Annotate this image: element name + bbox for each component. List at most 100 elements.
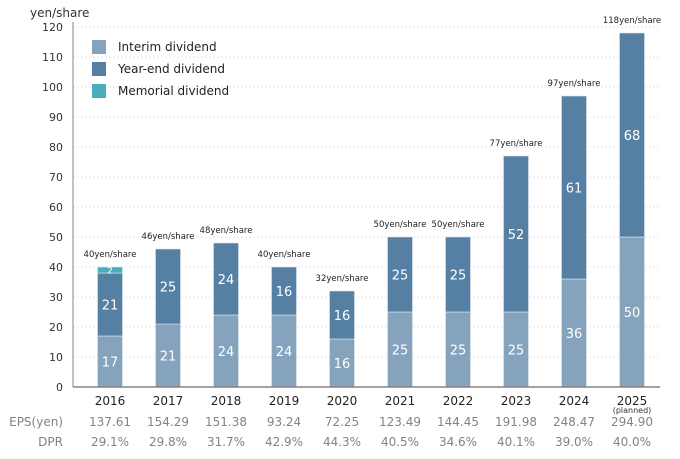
x-tick-label: 2021 [385, 394, 416, 408]
row-value: 144.45 [437, 415, 479, 429]
row-value: 93.24 [267, 415, 301, 429]
x-tick-label: 2020 [327, 394, 358, 408]
bar-total-label: 40yen/share [258, 250, 311, 260]
legend: Interim dividend Year-end dividend Memoria… [92, 40, 229, 98]
row-value: 29.8% [149, 435, 187, 449]
x-tick-label: 2022 [443, 394, 474, 408]
bar-total-label: 97yen/share [548, 79, 601, 89]
row-value: 151.38 [205, 415, 247, 429]
bar-value-label: 25 [392, 343, 409, 358]
x-tick-note: (planned) [613, 406, 652, 415]
y-tick-label: 30 [49, 291, 63, 304]
row-value: 29.1% [91, 435, 129, 449]
bar-total-label: 118yen/share [603, 16, 661, 26]
bar-segment [329, 290, 355, 340]
bar-segment [561, 278, 587, 388]
bar-value-label: 17 [102, 355, 119, 370]
y-tick-label: 40 [49, 261, 63, 274]
bar-value-label: 52 [508, 228, 525, 243]
bar-value-label: 25 [508, 343, 525, 358]
bar-segment [387, 236, 413, 313]
row-value: 42.9% [265, 435, 303, 449]
y-tick-label: 50 [49, 231, 63, 244]
bar-value-label: 16 [276, 285, 293, 300]
row-value: 248.47 [553, 415, 595, 429]
bar-total-label: 32yen/share [316, 274, 369, 284]
bar-segment [387, 311, 413, 388]
bar-value-label: 21 [160, 349, 177, 364]
row-value: 34.6% [439, 435, 477, 449]
bar-value-label: 25 [160, 280, 177, 295]
bar-segment [445, 311, 471, 388]
y-tick-label: 60 [49, 201, 63, 214]
y-tick-label: 110 [42, 51, 63, 64]
y-tick-label: 20 [49, 321, 63, 334]
x-tick-label: 2025 [617, 394, 648, 408]
row-value: 137.61 [89, 415, 131, 429]
bar-segment [445, 236, 471, 313]
row-value: 39.0% [555, 435, 593, 449]
row-value: 154.29 [147, 415, 189, 429]
bar-value-label: 2 [107, 266, 113, 276]
row-value: 40.1% [497, 435, 535, 449]
bar-segment [271, 314, 297, 388]
bar-value-label: 25 [450, 268, 467, 283]
bar-total-label: 48yen/share [200, 226, 253, 236]
legend-label: Year-end dividend [117, 62, 225, 76]
bar-segment [619, 236, 645, 388]
bar-segment [271, 266, 297, 316]
legend-swatch [92, 62, 106, 76]
bar-total-label: 46yen/share [142, 232, 195, 242]
bar-value-label: 68 [624, 129, 641, 144]
bar-segment [97, 266, 123, 274]
bar-segment [619, 32, 645, 238]
bar-segment [503, 311, 529, 388]
y-tick-label: 80 [49, 141, 63, 154]
bar-total-label: 77yen/share [490, 139, 543, 149]
bar-value-label: 16 [334, 309, 351, 324]
y-tick-label: 90 [49, 111, 63, 124]
y-axis-label: yen/share [30, 6, 89, 20]
bar-value-label: 16 [334, 357, 351, 372]
row-value: 72.25 [325, 415, 359, 429]
legend-label: Memorial dividend [118, 84, 229, 98]
y-tick-label: 100 [42, 81, 63, 94]
row-value: 44.3% [323, 435, 361, 449]
legend-swatch [92, 40, 106, 54]
legend-label: Interim dividend [118, 40, 217, 54]
row-label: EPS(yen) [9, 415, 63, 429]
row-value: 31.7% [207, 435, 245, 449]
row-value: 40.5% [381, 435, 419, 449]
bar-segment [213, 314, 239, 388]
row-label: DPR [38, 435, 63, 449]
y-tick-label: 70 [49, 171, 63, 184]
bar-value-label: 24 [218, 345, 235, 360]
bar-value-label: 24 [276, 345, 293, 360]
bar-value-label: 50 [624, 306, 641, 321]
bar-total-label: 50yen/share [432, 220, 485, 230]
y-tick-label: 0 [56, 381, 63, 394]
y-tick-label: 10 [49, 351, 63, 364]
bar-value-label: 21 [102, 298, 119, 313]
x-tick-label: 2018 [211, 394, 242, 408]
bar-segment [155, 248, 181, 325]
bar-total-label: 40yen/share [84, 250, 137, 260]
bar-value-label: 36 [566, 327, 583, 342]
bar-segment [561, 95, 587, 280]
bar-total-label: 50yen/share [374, 220, 427, 230]
bar-value-label: 25 [450, 343, 467, 358]
y-tick-label: 120 [42, 21, 63, 34]
bar-value-label: 25 [392, 268, 409, 283]
row-value: 123.49 [379, 415, 421, 429]
x-tick-label: 2016 [95, 394, 126, 408]
bar-value-label: 61 [566, 181, 583, 196]
row-value: 40.0% [613, 435, 651, 449]
legend-swatch [92, 84, 106, 98]
row-value: 191.98 [495, 415, 537, 429]
bar-value-label: 24 [218, 273, 235, 288]
x-tick-label: 2017 [153, 394, 184, 408]
x-tick-label: 2023 [501, 394, 532, 408]
bar-segment [213, 242, 239, 316]
x-tick-label: 2019 [269, 394, 300, 408]
